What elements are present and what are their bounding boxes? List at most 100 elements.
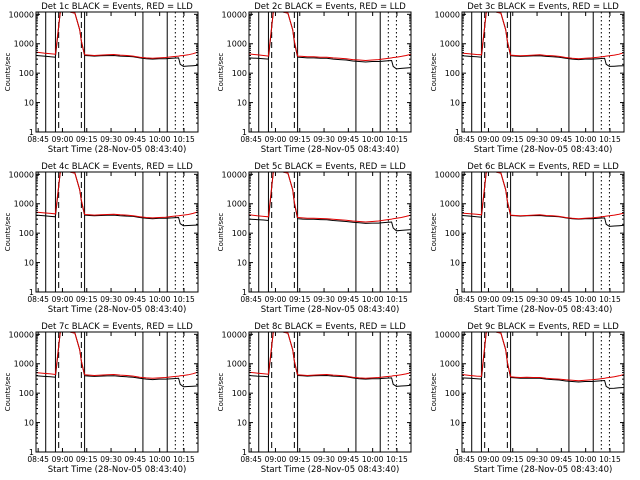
plot-area [249, 332, 411, 452]
x-tick-label: 09:00 [265, 455, 287, 464]
plot-area [36, 332, 198, 452]
x-tick-label: 10:00 [362, 455, 384, 464]
series-events-line [36, 172, 198, 227]
y-tick-label: 10 [24, 99, 34, 108]
x-tick-label: 09:15 [502, 455, 524, 464]
series-events-line [249, 332, 411, 387]
series-lld-line [462, 332, 624, 382]
plot-area [249, 172, 411, 292]
y-tick-label: 1 [29, 448, 34, 457]
y-tick-label: 10 [237, 419, 247, 428]
x-tick-label: 09:45 [338, 295, 360, 304]
x-tick-label: 10:15 [599, 135, 621, 144]
x-tick-label: 09:00 [265, 135, 287, 144]
y-tick-label: 1 [242, 288, 247, 297]
x-tick-label: 09:45 [338, 135, 360, 144]
x-tick-label: 10:00 [149, 135, 171, 144]
series-lld-line [249, 12, 411, 62]
x-axis-label: Start Time (28-Nov-05 08:43:40) [48, 145, 187, 155]
x-axis-label: Start Time (28-Nov-05 08:43:40) [474, 145, 613, 155]
y-tick-label: 10000 [222, 330, 247, 339]
plot-frame [248, 171, 412, 293]
y-tick-label: 1000 [14, 200, 34, 209]
y-tick-label: 10000 [9, 330, 34, 339]
y-tick-label: 10000 [222, 170, 247, 179]
x-tick-label: 09:00 [265, 295, 287, 304]
x-tick-label: 10:15 [173, 135, 195, 144]
plot-area [36, 12, 198, 132]
y-tick-label: 1 [29, 288, 34, 297]
plot-frame [35, 331, 199, 453]
series-events-line [462, 12, 624, 67]
series-events-line [36, 332, 198, 388]
panel-4: Det 4c BLACK = Events, RED = LLD 1 10 100 10… [4, 162, 199, 315]
x-tick-label: 10:00 [149, 455, 171, 464]
y-tick-label: 10000 [435, 10, 460, 19]
y-tick-label: 100 [232, 69, 247, 78]
x-tick-label: 09:30 [526, 135, 548, 144]
y-axis-label: Counts/sec [217, 373, 225, 412]
y-axis-label: Counts/sec [430, 373, 438, 412]
y-axis-label: Counts/sec [430, 53, 438, 92]
x-tick-label: 09:15 [289, 455, 311, 464]
y-tick-label: 10 [450, 99, 460, 108]
panel-7: Det 7c BLACK = Events, RED = LLD 1 10 100 10… [4, 322, 199, 475]
series-events-line [462, 332, 624, 389]
y-axis-label: Counts/sec [430, 213, 438, 252]
x-tick-label: 09:45 [125, 295, 147, 304]
x-tick-label: 09:00 [478, 135, 500, 144]
x-tick-label: 10:15 [599, 295, 621, 304]
series-events-line [249, 172, 411, 232]
y-tick-label: 1000 [440, 360, 460, 369]
x-tick-label: 08:45 [240, 295, 262, 304]
panel-5: Det 5c BLACK = Events, RED = LLD 1 10 100 10… [217, 162, 412, 315]
x-tick-label: 09:00 [52, 455, 74, 464]
y-tick-label: 1 [242, 448, 247, 457]
panel-8: Det 8c BLACK = Events, RED = LLD 1 10 100 10… [217, 322, 412, 475]
series-lld-line [462, 12, 624, 60]
plot-area [462, 12, 624, 132]
x-tick-label: 10:15 [386, 135, 408, 144]
y-tick-label: 100 [445, 229, 460, 238]
x-tick-label: 09:45 [125, 135, 147, 144]
x-tick-label: 10:15 [386, 455, 408, 464]
y-tick-label: 1000 [440, 200, 460, 209]
x-tick-label: 10:15 [599, 455, 621, 464]
x-tick-label: 10:00 [575, 135, 597, 144]
x-tick-label: 09:45 [125, 455, 147, 464]
plot-frame [461, 171, 625, 293]
x-tick-label: 08:45 [27, 135, 49, 144]
y-axis-label: Counts/sec [217, 213, 225, 252]
series-events-line [249, 12, 411, 70]
x-tick-label: 09:30 [100, 135, 122, 144]
y-tick-label: 1 [455, 128, 460, 137]
x-tick-label: 09:15 [289, 295, 311, 304]
x-tick-label: 09:30 [313, 135, 335, 144]
x-tick-label: 09:15 [502, 295, 524, 304]
panel-9: Det 9c BLACK = Events, RED = LLD 1 10 100 10… [430, 322, 625, 475]
x-tick-label: 08:45 [453, 455, 475, 464]
x-tick-label: 09:30 [100, 295, 122, 304]
y-tick-label: 100 [232, 229, 247, 238]
x-tick-label: 09:30 [313, 295, 335, 304]
x-tick-label: 09:15 [76, 455, 98, 464]
y-tick-label: 10 [237, 259, 247, 268]
x-axis-label: Start Time (28-Nov-05 08:43:40) [261, 305, 400, 315]
plot-frame [248, 11, 412, 133]
x-tick-label: 10:00 [362, 295, 384, 304]
x-tick-label: 08:45 [453, 295, 475, 304]
series-events-line [462, 172, 624, 227]
x-tick-label: 10:15 [173, 455, 195, 464]
plot-frame [461, 331, 625, 453]
y-tick-label: 1 [242, 128, 247, 137]
x-axis-label: Start Time (28-Nov-05 08:43:40) [48, 465, 187, 475]
y-tick-label: 10000 [222, 10, 247, 19]
panel-title: Det 9c BLACK = Events, RED = LLD [467, 322, 619, 332]
y-tick-label: 1000 [14, 360, 34, 369]
x-tick-label: 09:00 [52, 295, 74, 304]
y-axis-label: Counts/sec [4, 53, 12, 92]
x-tick-label: 08:45 [453, 135, 475, 144]
y-tick-label: 1 [455, 448, 460, 457]
x-tick-label: 09:00 [52, 135, 74, 144]
